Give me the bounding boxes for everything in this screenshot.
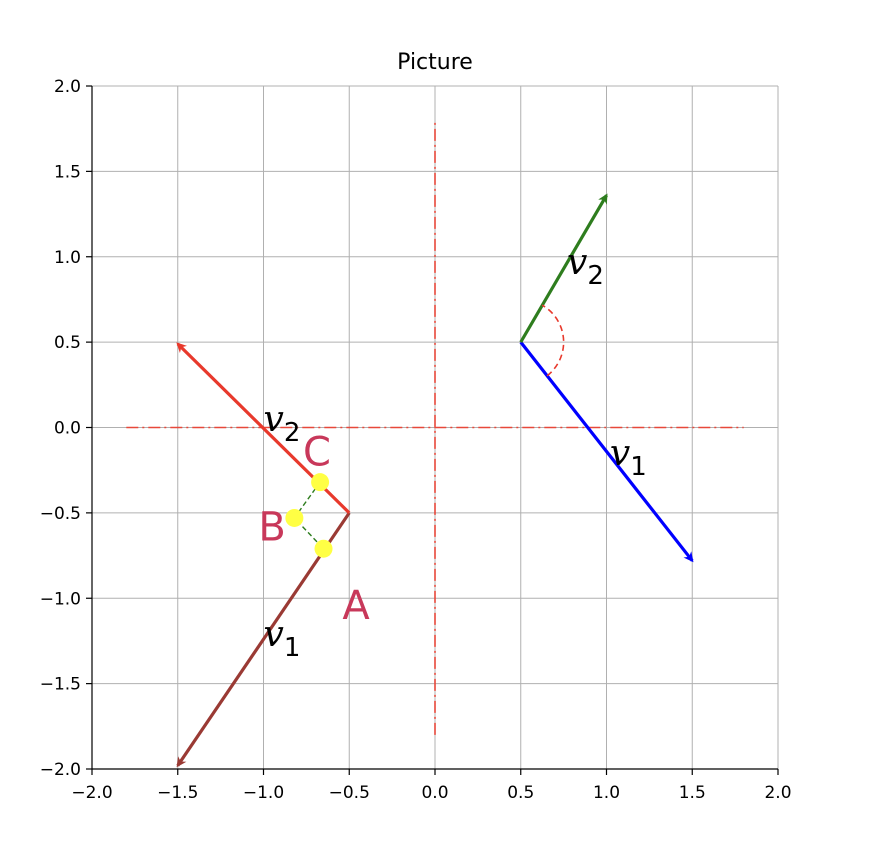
vector-v2-right	[519, 193, 608, 343]
y-tick-label-3: −0.5	[40, 504, 81, 524]
x-tick-label-1: −1.5	[157, 783, 198, 803]
x-tick-label-8: 2.0	[764, 783, 791, 803]
x-tick-label-0: −2.0	[71, 783, 112, 803]
point-label-a: A	[342, 583, 370, 629]
point-1	[285, 508, 304, 527]
point-label-c: C	[303, 429, 331, 475]
vector-v1-right	[519, 341, 694, 563]
x-tick-label-7: 1.5	[679, 783, 706, 803]
x-tick-label-4: 0.0	[421, 783, 448, 803]
x-tick-label-3: −0.5	[329, 783, 370, 803]
angle-arc-path	[541, 304, 565, 377]
y-tick-label-7: 1.5	[54, 162, 81, 182]
vector-label-2: v2	[264, 399, 301, 448]
vector-label-1: v1	[610, 433, 647, 482]
x-tick-label-6: 1.0	[593, 783, 620, 803]
y-tick-label-8: 2.0	[54, 77, 81, 97]
points	[285, 473, 333, 558]
y-tick-label-0: −2.0	[40, 760, 81, 780]
dash-lines	[126, 120, 744, 735]
y-tick-label-6: 1.0	[54, 248, 81, 268]
labels: v2 v1 v2 v1 CB A	[258, 242, 646, 663]
point-label-b: B	[258, 505, 285, 551]
y-tick-label-2: −1.0	[40, 589, 81, 609]
y-tick-label-5: 0.5	[54, 333, 81, 353]
y-tick-label-4: 0.0	[54, 419, 81, 439]
vector-label-0: v2	[567, 242, 604, 291]
chart-title: Picture	[397, 50, 473, 75]
y-tick-label-1: −1.5	[40, 675, 81, 695]
angle-arc	[541, 304, 565, 377]
point-2	[314, 539, 333, 558]
point-0	[311, 473, 330, 492]
x-tick-label-5: 0.5	[507, 783, 534, 803]
vector-label-3: v1	[264, 614, 301, 663]
axes: −2.0 −1.5 −1.0 −0.5 0.0 0.5 1.0 1.5 2.0 −2.0 −1.5 −…	[40, 77, 792, 803]
x-tick-label-2: −1.0	[243, 783, 284, 803]
